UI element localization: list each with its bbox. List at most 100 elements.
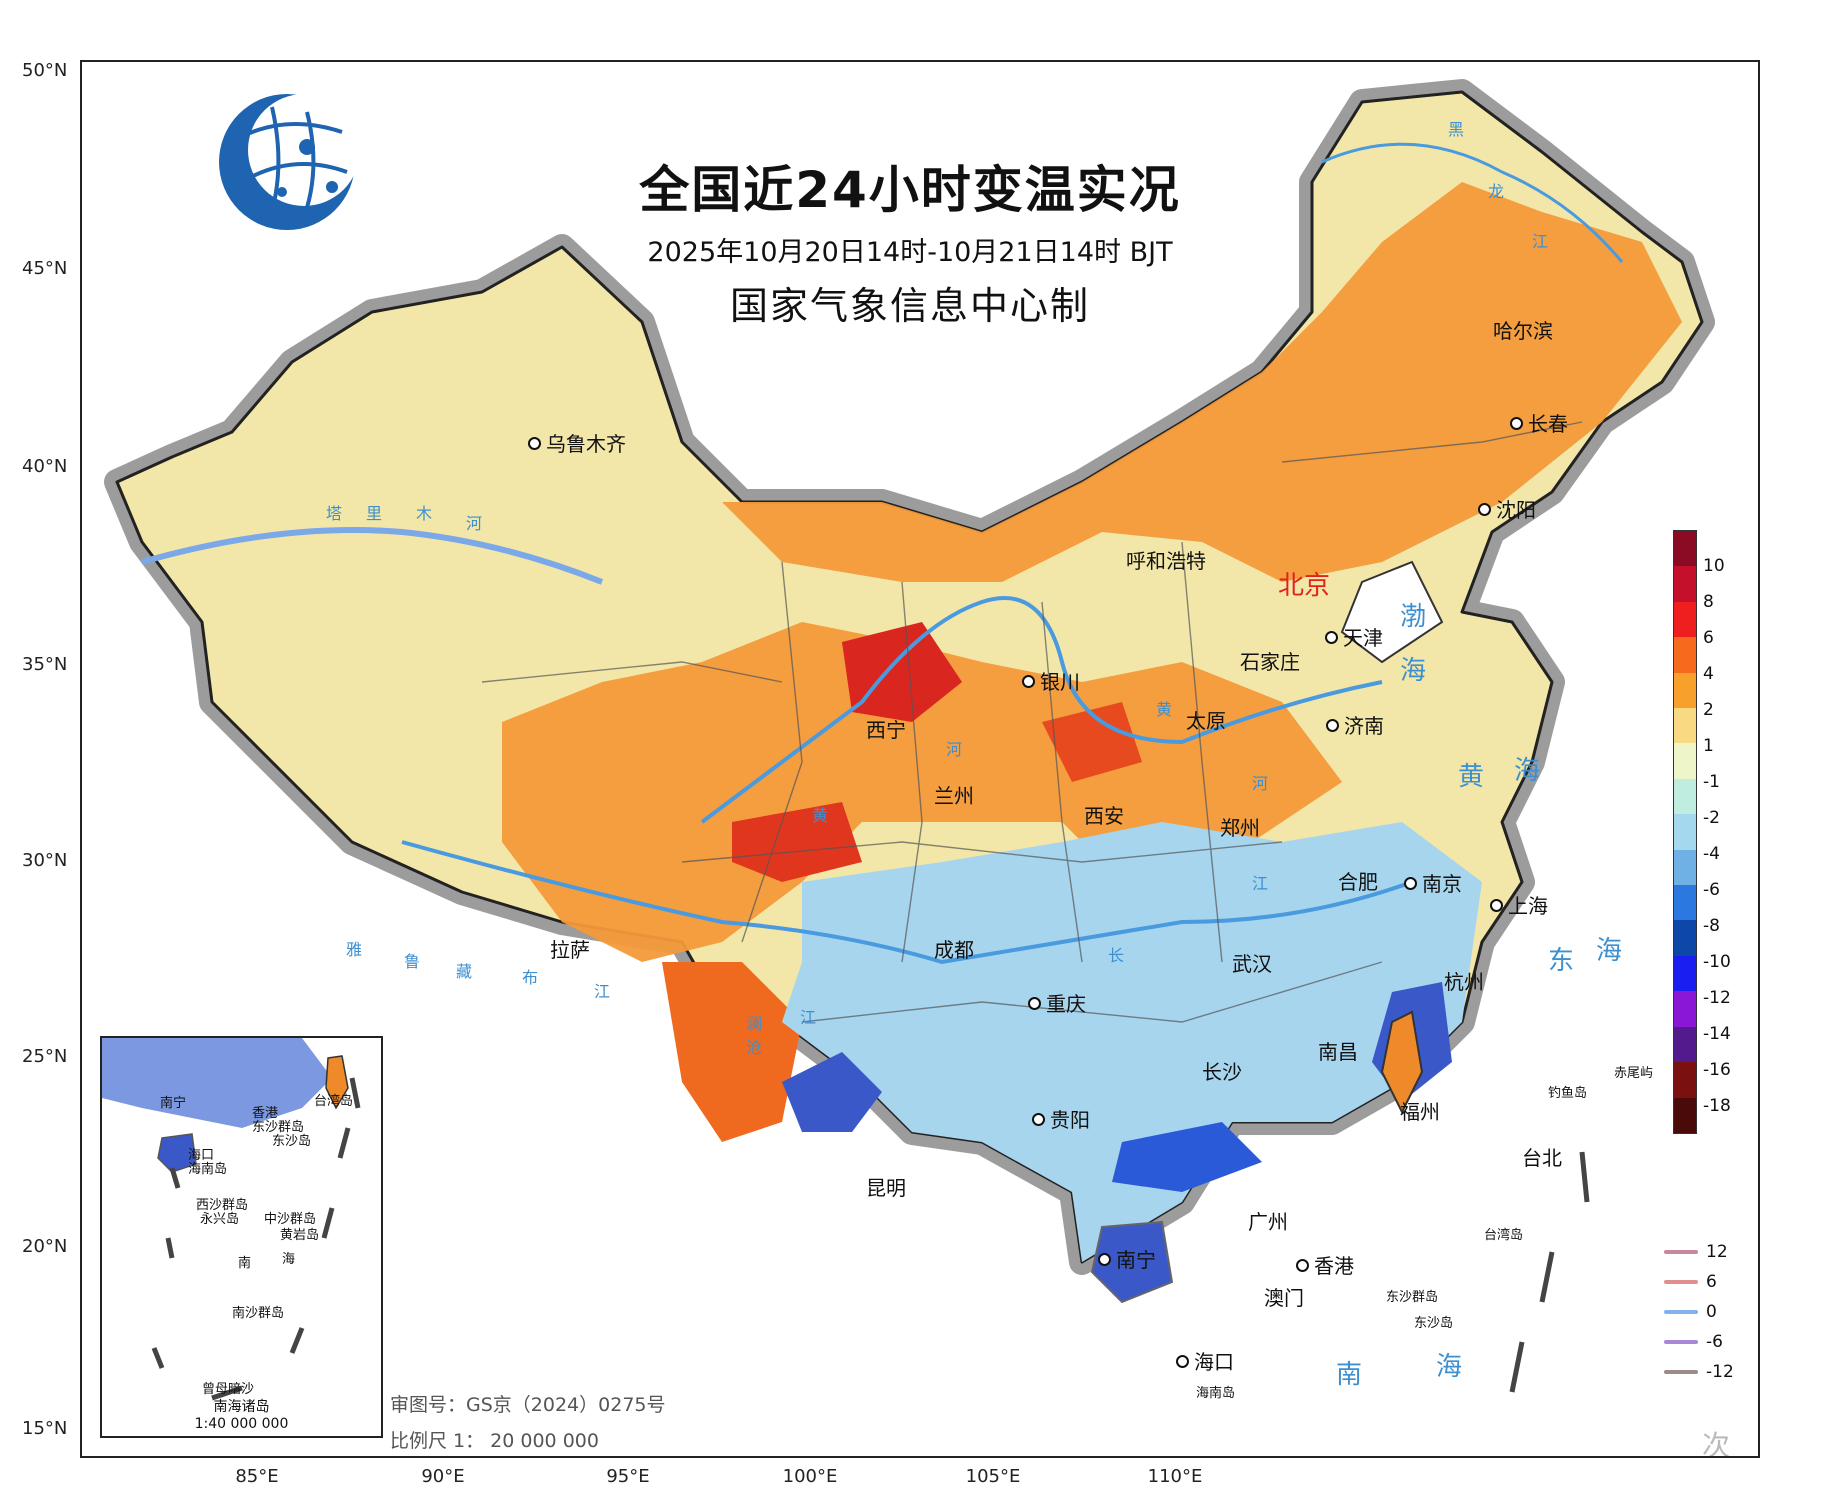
label-chiwei: 赤尾屿 (1614, 1066, 1654, 1081)
inset-label-hainan: 海南岛 (188, 1162, 228, 1177)
river-tarim-1: 塔 (326, 504, 343, 523)
label-dongsha: 东沙岛 (1414, 1316, 1454, 1331)
map-subtitle: 2025年10月20日14时-10月21日14时 BJT (647, 237, 1173, 268)
south-china-sea-inset: 南宁 香港 台湾岛 东沙群岛 东沙岛 海口 海南岛 西沙群岛 永兴岛 中沙群岛 … (100, 1036, 383, 1438)
inset-label-taiwan: 台湾岛 (314, 1094, 354, 1109)
hot-spot-yinchuan (842, 622, 962, 722)
city-hongkong: 香港 (1296, 1250, 1354, 1279)
river-huang-2: 河 (946, 740, 963, 759)
line-legend-6: 6 (1664, 1272, 1717, 1292)
colorbar-swatch (1674, 920, 1696, 956)
inset-label-haikou: 海口 (188, 1148, 215, 1163)
city-lanzhou: 兰州 (934, 784, 974, 808)
sea-donghai-2: 海 (1596, 936, 1633, 966)
city-guiyang: 贵阳 (1032, 1104, 1090, 1133)
title-block: 全国近24小时变温实况 2025年10月20日14时-10月21日14时 BJT… (560, 150, 1260, 330)
lat-label-25: 25°N (22, 1046, 68, 1067)
river-yarlung-2: 鲁 (404, 952, 421, 971)
cold-spot-kunming (782, 1052, 882, 1132)
lon-label-110: 110°E (1147, 1466, 1203, 1487)
river-chang-2: 江 (1252, 874, 1269, 893)
temperature-change-colorbar (1673, 530, 1697, 1134)
inset-label-dongsha: 东沙岛 (272, 1134, 312, 1149)
legend-label-6: 6 (1703, 628, 1714, 648)
line-swatch (1664, 1370, 1698, 1374)
colorbar-swatch (1674, 531, 1696, 567)
taiwan-island (1380, 1010, 1424, 1115)
river-heilong-3: 江 (1532, 232, 1549, 251)
inset-scale: 1:40 000 000 (194, 1416, 289, 1432)
line-legend-12: 12 (1664, 1242, 1728, 1262)
river-lancang-2: 沧 (746, 1038, 763, 1057)
city-guangzhou: 广州 (1248, 1210, 1288, 1234)
river-huang-1: 黄 (1156, 700, 1173, 719)
legend-label-m6: -6 (1703, 880, 1720, 900)
sea-huanghai-2: 海 (1514, 756, 1551, 786)
inset-label-xisha: 西沙群岛 (196, 1198, 249, 1213)
city-changsha: 长沙 (1202, 1060, 1242, 1084)
city-nanchang: 南昌 (1318, 1040, 1358, 1064)
label-dongsha-group: 东沙群岛 (1386, 1290, 1439, 1305)
river-huang-3: 黄 (812, 806, 829, 825)
city-taiyuan: 太原 (1186, 709, 1226, 733)
label-diaoyu: 钓鱼岛 (1548, 1086, 1588, 1101)
bohai-sea (1340, 560, 1444, 664)
map-title: 全国近24小时变温实况 (639, 161, 1181, 219)
city-chengdu: 成都 (934, 938, 974, 962)
city-hangzhou: 杭州 (1444, 970, 1484, 994)
line-legend-0: 0 (1664, 1302, 1717, 1322)
colorbar-swatch (1674, 849, 1696, 886)
river-lancang-1: 澜 (746, 1014, 763, 1033)
yangtze-river (401, 840, 1413, 965)
city-beijing: 北京 (1278, 571, 1331, 601)
label-hainan: 海南岛 (1196, 1386, 1236, 1401)
line-swatch (1664, 1280, 1698, 1284)
legend-label-m4: -4 (1703, 844, 1720, 864)
colorbar-swatch (1674, 708, 1696, 744)
city-tianjin: 天津 (1325, 622, 1383, 651)
river-tarim-4: 河 (466, 514, 483, 533)
legend-label-m14: -14 (1703, 1024, 1731, 1044)
inset-label-huangyan: 黄岩岛 (280, 1228, 320, 1243)
legend-label-m10: -10 (1703, 952, 1731, 972)
city-yinchuan: 银川 (1022, 666, 1080, 695)
yellow-river (700, 596, 1383, 824)
lat-label-35: 35°N (22, 654, 68, 675)
line-legend-m12: -12 (1664, 1362, 1734, 1382)
legend-label-m16: -16 (1703, 1060, 1731, 1080)
city-wuhan: 武汉 (1232, 952, 1272, 976)
map-scale: 比例尺 1： 20 000 000 (390, 1430, 599, 1452)
hainan-island (1090, 1220, 1174, 1304)
colorbar-swatch (1674, 1062, 1696, 1098)
line-swatch (1664, 1310, 1698, 1314)
sea-bohai-2: 海 (1400, 656, 1437, 686)
legend-label-1: 1 (1703, 736, 1714, 756)
city-harbin: 哈尔滨 (1493, 319, 1553, 343)
lon-label-85: 85°E (235, 1466, 279, 1487)
issuer: 国家气象信息中心制 (729, 284, 1090, 328)
legend-label-m2: -2 (1703, 808, 1720, 828)
legend-label-m12: -12 (1703, 988, 1731, 1008)
label-taiwan-bay: 台湾岛 (1484, 1228, 1524, 1243)
nine-dash-main (1509, 1151, 1590, 1393)
river-lancang-3: 江 (800, 1008, 817, 1027)
colorbar-swatch (1674, 743, 1696, 779)
city-urumqi: 乌鲁木齐 (528, 428, 626, 457)
line-swatch (1664, 1250, 1698, 1254)
colorbar-swatch (1674, 991, 1696, 1027)
legend-label-4: 4 (1703, 664, 1714, 684)
city-kunming: 昆明 (866, 1176, 906, 1200)
inset-map (102, 1038, 361, 1401)
city-hefei: 合肥 (1338, 870, 1378, 894)
lon-label-95: 95°E (606, 1466, 650, 1487)
lat-label-50: 50°N (22, 60, 68, 81)
colorbar-swatch (1674, 814, 1696, 850)
cold-spot-guangdong (1112, 1122, 1262, 1192)
city-lhasa: 拉萨 (550, 938, 590, 962)
province-borders (481, 421, 1583, 1023)
legend-label-m8: -8 (1703, 916, 1720, 936)
legend-label-m18: -18 (1703, 1096, 1731, 1116)
river-chang-1: 长 (1108, 946, 1125, 965)
inset-label-zengmu: 曾母暗沙 (202, 1382, 255, 1397)
watermark: 次 (1702, 1429, 1737, 1458)
